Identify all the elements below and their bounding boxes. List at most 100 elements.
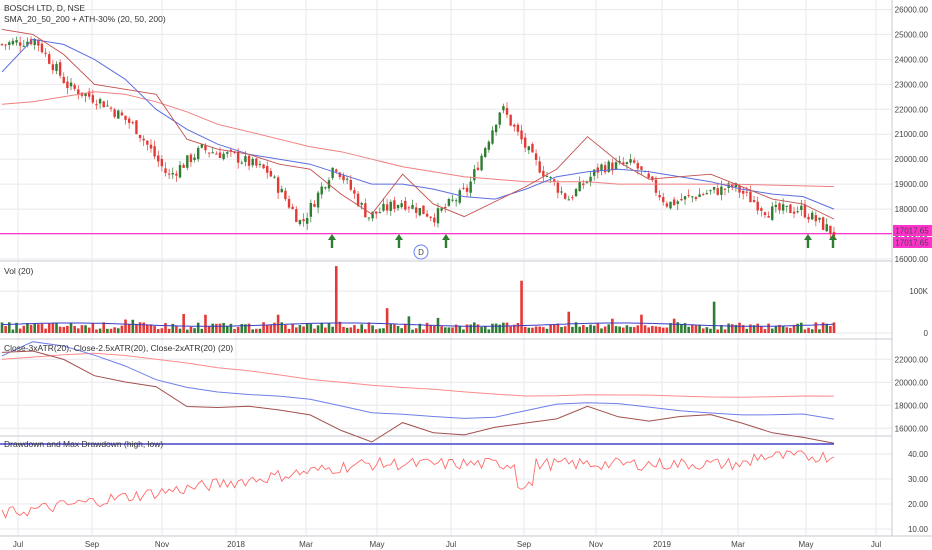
volume-bar bbox=[69, 322, 73, 333]
volume-bar bbox=[200, 328, 204, 333]
volume-bar bbox=[821, 322, 825, 333]
volume-bar bbox=[832, 322, 836, 333]
candle bbox=[807, 216, 810, 220]
volume-bar bbox=[84, 325, 87, 333]
candle bbox=[189, 154, 193, 163]
candle bbox=[280, 189, 283, 193]
x-axis-label: May bbox=[798, 540, 813, 549]
volume-bar bbox=[814, 322, 818, 333]
y-axis-label: 30.00 bbox=[908, 475, 929, 484]
volume-bar bbox=[244, 324, 247, 333]
volume-bar bbox=[345, 327, 349, 333]
volume-bar bbox=[618, 326, 621, 333]
volume-bar bbox=[494, 323, 498, 333]
candle bbox=[563, 193, 567, 199]
volume-bar bbox=[298, 325, 302, 333]
candle bbox=[593, 169, 596, 176]
candle bbox=[186, 155, 189, 168]
candle bbox=[215, 153, 218, 155]
volume-bar bbox=[389, 324, 393, 333]
candle bbox=[62, 76, 65, 83]
candle bbox=[407, 207, 411, 209]
volume-bar bbox=[603, 326, 607, 333]
candle bbox=[676, 201, 679, 204]
candle bbox=[349, 180, 352, 190]
volume-bar bbox=[607, 324, 611, 333]
candle bbox=[680, 198, 683, 201]
candle bbox=[200, 144, 204, 148]
volume-bar bbox=[774, 325, 778, 333]
candle bbox=[164, 168, 167, 174]
volume-bar bbox=[403, 323, 407, 333]
dividend-marker[interactable]: D bbox=[413, 244, 429, 260]
candle bbox=[11, 40, 15, 45]
x-axis-label: Nov bbox=[589, 540, 603, 549]
candle bbox=[687, 195, 690, 197]
volume-bar bbox=[422, 329, 425, 333]
volume-bar bbox=[356, 328, 360, 333]
candle bbox=[109, 107, 113, 109]
candle bbox=[767, 215, 770, 218]
volume-bar bbox=[47, 323, 51, 333]
candle bbox=[796, 211, 799, 213]
volume-bar bbox=[672, 318, 676, 333]
candle bbox=[371, 211, 374, 219]
candle bbox=[171, 173, 174, 175]
candle bbox=[117, 110, 120, 119]
y-axis-label: 22000.00 bbox=[895, 355, 929, 364]
candle bbox=[509, 114, 512, 126]
volume-bar bbox=[167, 328, 171, 333]
candle bbox=[538, 161, 541, 173]
volume-bar bbox=[567, 311, 571, 333]
volume-bar bbox=[625, 325, 629, 333]
y-axis-label: 18000.00 bbox=[895, 205, 929, 214]
volume-bar bbox=[651, 325, 654, 333]
price-pane[interactable]: D BOSCH LTD, D, NSE SMA_20_50_200 + ATH-… bbox=[0, 3, 892, 260]
volume-bar bbox=[669, 323, 672, 333]
candle bbox=[284, 190, 287, 200]
drawdown-line bbox=[1, 450, 835, 519]
volume-bar bbox=[574, 322, 578, 333]
volume-bar bbox=[491, 323, 494, 333]
volume-bar bbox=[571, 326, 574, 333]
volume-bar bbox=[614, 326, 618, 333]
atr-pane[interactable]: Close-3xATR(20), Close-2.5xATR(20), Clos… bbox=[1, 341, 835, 444]
candle bbox=[48, 54, 51, 64]
volume-pane[interactable]: Vol (20) bbox=[0, 266, 836, 333]
candle bbox=[578, 181, 581, 192]
volume-bar bbox=[149, 324, 153, 333]
volume-bar bbox=[153, 326, 156, 333]
volume-bar bbox=[138, 322, 142, 333]
atr-pane-title: Close-3xATR(20), Close-2.5xATR(20), Clos… bbox=[4, 343, 233, 353]
volume-bar bbox=[175, 325, 178, 333]
candle bbox=[691, 196, 694, 198]
candle bbox=[640, 166, 643, 170]
candle bbox=[247, 155, 251, 166]
y-axis-label: 26000.00 bbox=[895, 5, 929, 14]
candle bbox=[491, 130, 494, 144]
candle bbox=[502, 106, 505, 111]
candle bbox=[716, 188, 719, 195]
volume-bar bbox=[396, 326, 400, 333]
volume-bar bbox=[451, 327, 454, 333]
candle bbox=[353, 190, 356, 194]
volume-bar bbox=[414, 328, 418, 333]
volume-bar bbox=[80, 325, 84, 333]
price-tag-last-text: 17017.65 bbox=[895, 239, 929, 248]
sma-50-line bbox=[1, 38, 835, 210]
candle bbox=[560, 191, 563, 193]
drawdown-pane[interactable]: Drawdown and Max Drawdown (high, low) bbox=[0, 439, 835, 519]
candle bbox=[556, 182, 560, 193]
volume-bar bbox=[102, 322, 106, 333]
volume-bar bbox=[98, 328, 102, 333]
volume-bar bbox=[331, 326, 334, 333]
volume-bar bbox=[778, 324, 781, 333]
candle bbox=[534, 153, 538, 160]
volume-bar bbox=[273, 322, 276, 333]
volume-pane-title: Vol (20) bbox=[4, 266, 33, 276]
volume-bar bbox=[51, 322, 55, 333]
volume-bar bbox=[818, 329, 821, 333]
volume-bar bbox=[487, 329, 491, 333]
volume-bar bbox=[196, 322, 200, 333]
